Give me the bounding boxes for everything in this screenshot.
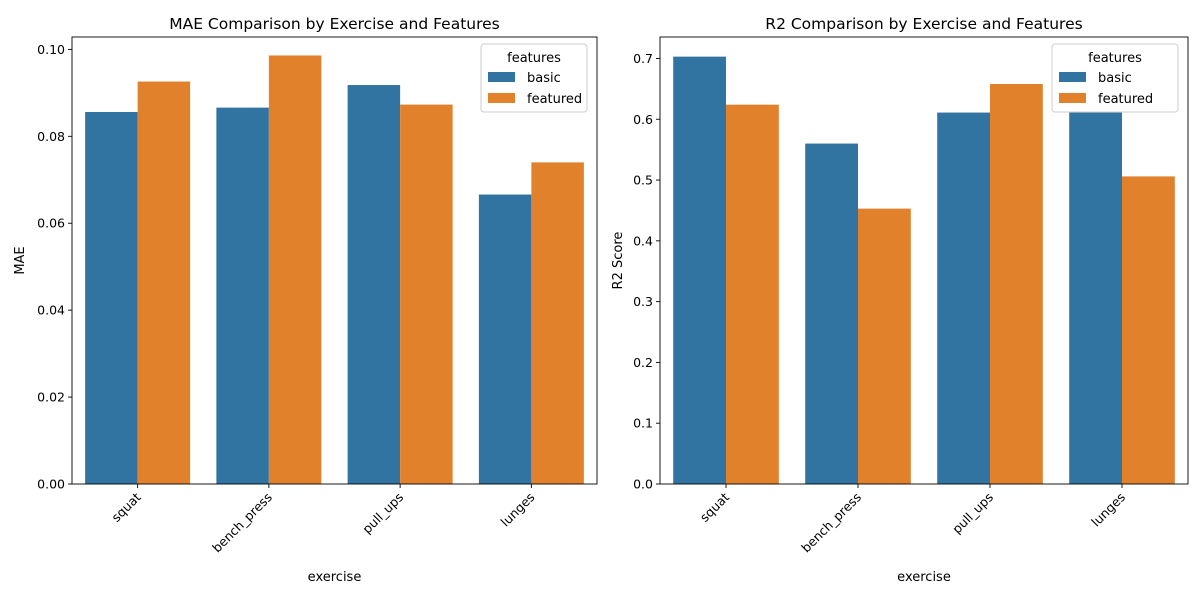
mae-legend-title: features (507, 51, 561, 66)
mae-chart: MAE Comparison by Exercise and Features 0… (13, 15, 598, 585)
r2-ytick-label: 0.4 (633, 233, 653, 248)
r2-ytick-label: 0.7 (633, 51, 653, 66)
r2-ytick-label: 0.5 (633, 173, 653, 188)
mae-ytick-label: 0.04 (37, 303, 65, 318)
mae-bar-basic-squat (85, 111, 138, 485)
r2-legend: features basic featured (1051, 43, 1179, 113)
mae-chart-title: MAE Comparison by Exercise and Features (169, 15, 500, 33)
r2-bar-featured-lunges (1122, 176, 1175, 484)
r2-bar-basic-lunges (1069, 112, 1122, 485)
r2-bar-basic-squat (673, 56, 726, 485)
mae-axes-frame (71, 36, 598, 485)
mae-ytick-label: 0.10 (37, 42, 65, 57)
mae-ytick-label: 0.02 (37, 390, 65, 405)
mae-xtick-label-squat: squat (108, 489, 143, 524)
r2-ytick-label: 0.6 (633, 112, 653, 127)
mae-ytick-label: 0.00 (37, 477, 65, 492)
mae-ytick-label: 0.06 (37, 216, 65, 231)
mae-xtick-label-bench_press: bench_press (209, 490, 275, 556)
r2-legend-swatch-featured (1059, 93, 1086, 103)
r2-bar-basic-pull_ups (937, 112, 990, 485)
r2-ytick-label: 0.2 (633, 355, 653, 370)
r2-xtick-label-squat: squat (697, 489, 732, 524)
mae-xtick-label-lunges: lunges (498, 490, 538, 530)
mae-legend-label-basic: basic (527, 71, 561, 86)
r2-bar-basic-bench_press (805, 143, 858, 485)
mae-legend: features basic featured (480, 43, 588, 113)
mae-legend-label-featured: featured (527, 92, 582, 107)
r2-xtick-label-bench_press: bench_press (798, 490, 864, 556)
r2-xtick-label-lunges: lunges (1088, 490, 1128, 530)
r2-chart: R2 Comparison by Exercise and Features 0.… (611, 15, 1189, 585)
mae-legend-swatch-featured (488, 93, 515, 103)
mae-legend-swatch-basic (488, 72, 515, 82)
mae-x-axis-label: exercise (308, 570, 362, 585)
mae-bar-featured-pull_ups (400, 104, 453, 485)
r2-bar-featured-squat (726, 104, 779, 485)
r2-xtick-label-pull_ups: pull_ups (949, 490, 996, 537)
r2-bar-featured-bench_press (858, 208, 911, 484)
mae-ytick-label: 0.08 (37, 129, 65, 144)
r2-legend-swatch-basic (1059, 72, 1086, 82)
r2-legend-label-basic: basic (1098, 71, 1132, 86)
mae-bar-basic-bench_press (216, 107, 269, 484)
mae-xtick-label-pull_ups: pull_ups (359, 490, 406, 537)
r2-x-axis-label: exercise (897, 570, 951, 585)
mae-bar-basic-lunges (478, 194, 532, 484)
r2-legend-title: features (1088, 51, 1142, 66)
r2-bar-featured-pull_ups (990, 83, 1043, 485)
r2-ytick-label: 0.1 (633, 416, 653, 431)
mae-bar-featured-lunges (531, 162, 584, 485)
r2-y-axis-label: R2 Score (611, 232, 626, 290)
mae-bar-basic-pull_ups (347, 85, 401, 485)
r2-legend-label-featured: featured (1098, 92, 1153, 107)
r2-ytick-label: 0.3 (633, 294, 653, 309)
r2-axes-frame (659, 36, 1189, 485)
mae-bar-featured-squat (137, 81, 191, 484)
r2-chart-title: R2 Comparison by Exercise and Features (765, 15, 1082, 33)
r2-ytick-label: 0.0 (633, 477, 653, 492)
mae-y-axis-label: MAE (13, 246, 28, 274)
mae-bar-featured-bench_press (268, 55, 322, 485)
